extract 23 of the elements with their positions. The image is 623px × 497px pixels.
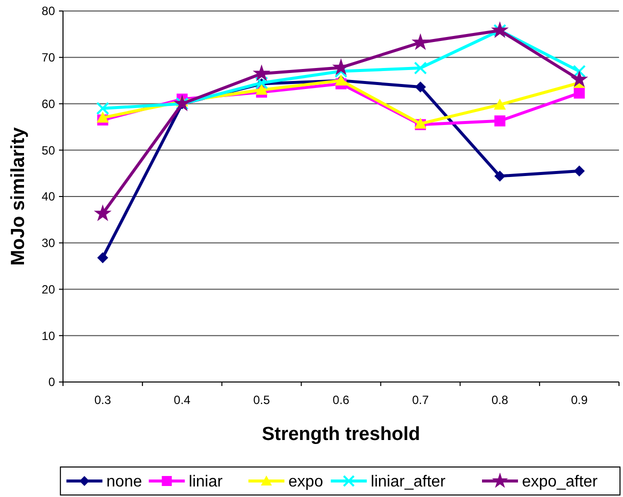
x-axis-title: Strength treshold — [262, 424, 420, 445]
y-axis-title: MoJo similarity — [8, 126, 29, 266]
y-tick-label: 30 — [42, 236, 56, 250]
x-tick-label: 0.6 — [332, 393, 350, 407]
legend-label: expo — [288, 474, 324, 491]
legend-label: liniar — [188, 474, 224, 491]
x-tick-label: 0.3 — [94, 393, 112, 407]
y-tick-label: 50 — [42, 143, 56, 158]
legend-label: expo_after — [522, 474, 598, 491]
y-tick-label: 70 — [42, 50, 56, 65]
x-tick-label: 0.5 — [253, 393, 270, 407]
y-tick-label: 40 — [42, 190, 56, 204]
legend-label: none — [106, 474, 142, 491]
x-tick-label: 0.4 — [174, 393, 191, 407]
x-tick-label: 0.7 — [412, 393, 430, 407]
y-tick-label: 10 — [42, 328, 56, 343]
y-tick-label: 60 — [42, 96, 56, 111]
x-tick-label: 0.9 — [570, 393, 588, 407]
legend-label: liniar_after — [370, 474, 446, 491]
x-tick-label: 0.8 — [492, 393, 509, 407]
y-tick-label: 20 — [42, 282, 56, 296]
y-tick-label: 80 — [42, 4, 56, 18]
y-tick-label: 0 — [48, 375, 56, 390]
